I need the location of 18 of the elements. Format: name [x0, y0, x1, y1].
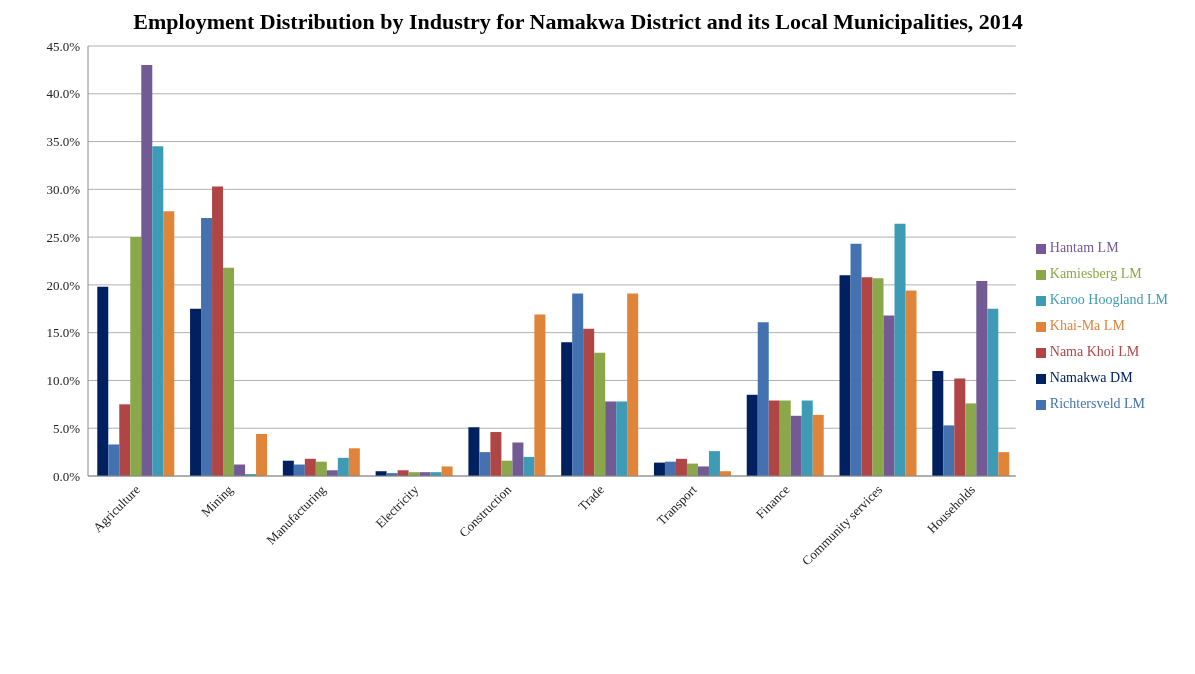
y-tick-label: 5.0%: [52, 420, 81, 436]
legend-label: Nama Khoi LM: [1049, 344, 1140, 359]
legend-label: Kamiesberg LM: [1049, 266, 1142, 281]
legend-label: Namakwa DM: [1049, 370, 1133, 385]
y-tick-label: 45.0%: [46, 38, 81, 54]
y-tick-label: 35.0%: [46, 134, 81, 150]
y-tick-label: 40.0%: [46, 86, 81, 102]
y-tick-label: 0.0%: [52, 468, 81, 484]
y-tick-label: 15.0%: [46, 325, 81, 341]
chart-title: Employment Distribution by Industry for Namakwa District and its Local Municipalities, 2014: [132, 8, 1024, 36]
legend-label: Karoo Hoogland LM: [1049, 292, 1168, 307]
y-tick-label: 30.0%: [46, 181, 81, 197]
legend-label: Hantam LM: [1049, 240, 1119, 255]
y-tick-label: 10.0%: [46, 373, 81, 389]
y-tick-label: 25.0%: [46, 229, 81, 245]
y-tick-label: 20.0%: [46, 277, 81, 293]
legend-label: Khai-Ma LM: [1049, 318, 1125, 333]
legend-label: Richtersveld LM: [1049, 396, 1146, 411]
